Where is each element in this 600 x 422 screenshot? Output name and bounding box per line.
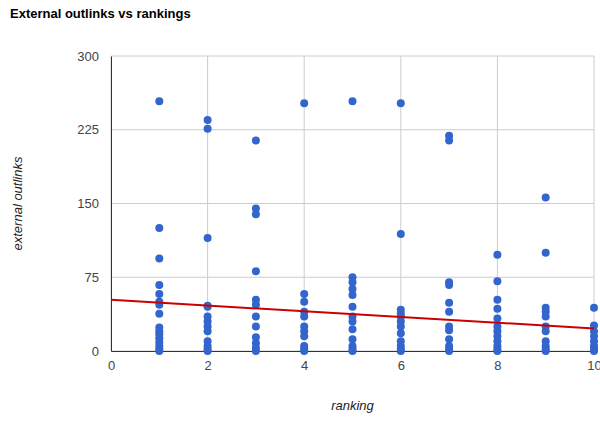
- point: [493, 296, 501, 304]
- tick-label: 8: [494, 358, 501, 373]
- point: [445, 299, 453, 307]
- marks: [111, 97, 598, 355]
- point: [590, 304, 598, 312]
- point: [445, 347, 453, 355]
- point: [349, 278, 357, 286]
- point: [590, 347, 598, 355]
- point: [349, 97, 357, 105]
- point: [155, 281, 163, 289]
- tick-label: 300: [77, 49, 99, 64]
- tick-label: 6: [398, 358, 405, 373]
- title: External outlinks vs rankings: [10, 6, 191, 21]
- point: [300, 298, 308, 306]
- point: [155, 310, 163, 318]
- y-axis: 0 75 150 225 300: [77, 49, 111, 359]
- point: [252, 267, 260, 275]
- point: [300, 313, 308, 321]
- tick-label: 75: [85, 270, 99, 285]
- point: [397, 99, 405, 107]
- point: [300, 332, 308, 340]
- point: [300, 99, 308, 107]
- grid-line: [111, 56, 594, 57]
- point: [204, 116, 212, 124]
- tick-label: 0: [108, 358, 115, 373]
- point: [204, 303, 212, 311]
- tick-label: 2: [204, 358, 211, 373]
- point: [349, 335, 357, 343]
- point: [542, 347, 550, 355]
- axis-line: [111, 57, 112, 352]
- point: [493, 305, 501, 313]
- point: [542, 327, 550, 335]
- point: [300, 290, 308, 298]
- point: [445, 335, 453, 343]
- tick-label: 225: [77, 122, 99, 137]
- point: [252, 313, 260, 321]
- tick-label: 0: [92, 344, 99, 359]
- point: [493, 251, 501, 259]
- point: [252, 347, 260, 355]
- tick: 300: [77, 49, 111, 64]
- point: [349, 303, 357, 311]
- point: [155, 347, 163, 355]
- x-axis-title: ranking: [331, 398, 374, 413]
- tick-label: 4: [301, 358, 308, 373]
- point: [252, 322, 260, 330]
- y-axis-title: external outlinks: [10, 156, 25, 250]
- point: [542, 249, 550, 257]
- grid-line: [111, 129, 594, 130]
- chart: 0 2 4 6 8 10 0 75 150 225 300 External outlinks vs …: [0, 0, 600, 422]
- plot: 0 2 4 6 8 10 0 75 150 225 300: [77, 49, 600, 374]
- trend-line: [111, 300, 594, 329]
- point: [349, 347, 357, 355]
- point: [349, 318, 357, 326]
- point: [155, 255, 163, 263]
- point: [204, 234, 212, 242]
- point: [252, 137, 260, 145]
- point: [300, 347, 308, 355]
- point: [445, 308, 453, 316]
- tick: 75: [85, 270, 111, 285]
- point: [445, 137, 453, 145]
- point: [493, 347, 501, 355]
- point: [397, 230, 405, 238]
- point: [397, 347, 405, 355]
- point: [349, 325, 357, 333]
- point: [445, 326, 453, 334]
- point: [204, 327, 212, 335]
- tick-label: 150: [77, 196, 99, 211]
- point: [542, 194, 550, 202]
- point: [493, 277, 501, 285]
- grid-line: [111, 56, 112, 351]
- tick: 0: [92, 344, 111, 359]
- point: [542, 313, 550, 321]
- point: [445, 281, 453, 289]
- point: [204, 125, 212, 133]
- grid: [111, 56, 594, 351]
- point: [349, 291, 357, 299]
- tick: 225: [77, 122, 111, 137]
- tick-label: 10: [587, 358, 600, 373]
- tick: 0: [108, 351, 115, 373]
- point: [252, 210, 260, 218]
- point: [397, 329, 405, 337]
- point: [155, 290, 163, 298]
- point: [493, 315, 501, 323]
- grid-line: [111, 203, 594, 204]
- point: [155, 224, 163, 232]
- point: [204, 347, 212, 355]
- tick: 150: [77, 196, 111, 211]
- point: [397, 322, 405, 330]
- point: [155, 97, 163, 105]
